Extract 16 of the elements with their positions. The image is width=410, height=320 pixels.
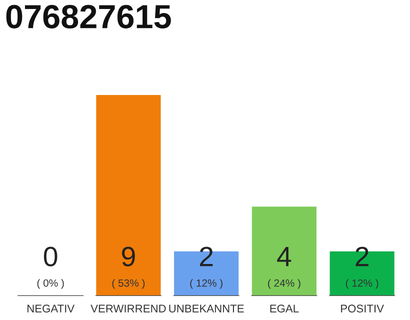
annotation: ( 12% ) — [190, 279, 222, 289]
data-label: 2 — [356, 246, 368, 266]
chart-title: 076827615 — [6, 4, 171, 28]
annotation: ( 24% ) — [268, 279, 300, 289]
annotation: ( 0% ) — [37, 279, 64, 289]
x-tick-label: VERWIRREND — [90, 304, 166, 312]
x-tick-label: POSITIV — [341, 304, 384, 312]
annotation: ( 53% ) — [112, 279, 145, 289]
x-tick-label: UNBEKANNTE — [169, 304, 244, 312]
annotation: ( 12% ) — [346, 279, 378, 289]
x-tick-label: EGAL — [270, 304, 299, 312]
data-label: 4 — [277, 247, 292, 266]
data-label: 2 — [200, 246, 213, 266]
data-label: 9 — [122, 246, 135, 266]
data-label: 0 — [44, 246, 58, 266]
x-tick-label: NEGATIV — [28, 304, 75, 312]
